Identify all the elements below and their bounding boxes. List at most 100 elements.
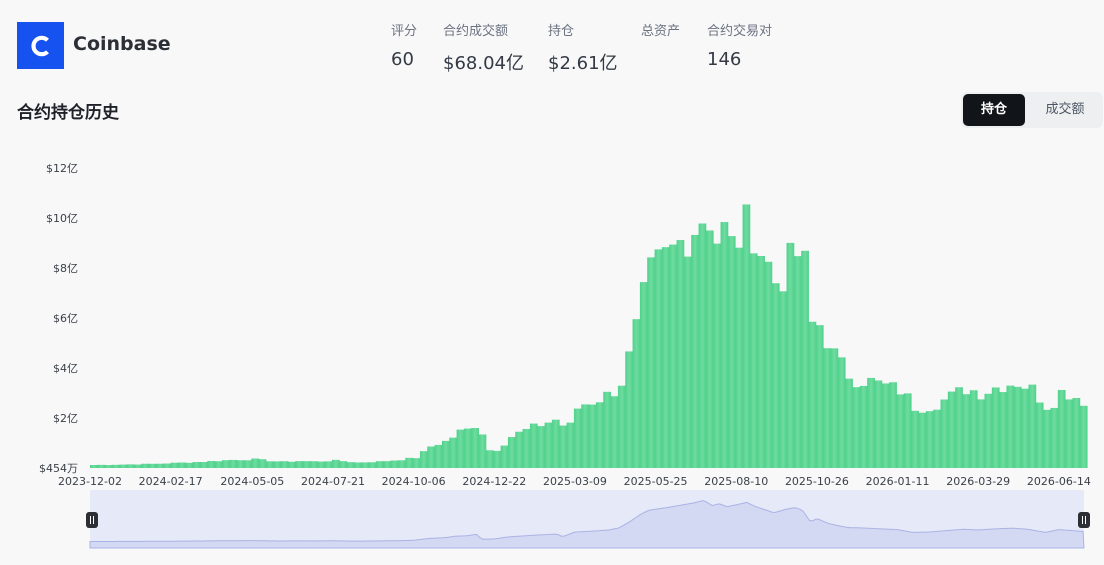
data-bar	[214, 461, 223, 468]
data-bar	[647, 257, 655, 468]
data-bar	[207, 460, 216, 468]
bars-layer	[90, 204, 1088, 468]
data-bar	[104, 465, 113, 468]
x-tick-label: 2024-05-05	[220, 475, 284, 488]
data-bar	[823, 348, 831, 468]
data-bar	[419, 451, 428, 468]
data-bar	[456, 429, 465, 468]
navigator-left-handle[interactable]	[86, 512, 98, 528]
stat-label: 合约交易对	[707, 24, 773, 39]
stat-value: $2.61亿	[548, 53, 618, 74]
data-bar	[493, 450, 501, 468]
data-bar	[654, 249, 663, 468]
data-bar	[199, 462, 208, 468]
data-bar	[808, 321, 817, 468]
data-bar	[273, 461, 282, 468]
data-bar	[713, 243, 721, 468]
data-bar	[405, 457, 414, 468]
data-bar	[449, 437, 457, 468]
stat-open-interest: 持仓 $2.61亿	[548, 20, 618, 75]
data-bar	[889, 382, 897, 468]
data-bar	[830, 348, 839, 468]
data-bar	[331, 459, 340, 468]
data-bar	[251, 458, 260, 468]
data-bar	[515, 431, 523, 468]
data-bar	[1006, 385, 1015, 468]
data-bar	[742, 204, 751, 468]
data-bar	[837, 357, 846, 468]
x-tick-label: 2026-03-29	[946, 475, 1010, 488]
data-bar	[603, 391, 611, 468]
data-bar	[361, 462, 370, 468]
data-bar	[588, 404, 597, 468]
x-axis: 2023-12-02 2024-02-17 2024-05-05 2024-07-21…	[58, 475, 1091, 488]
data-bar	[295, 461, 304, 468]
data-bar	[779, 291, 787, 468]
x-tick-label: 2026-06-14	[1027, 475, 1091, 488]
data-bar	[441, 440, 450, 468]
data-bar	[265, 461, 274, 468]
data-bar	[163, 463, 172, 468]
data-bar	[764, 261, 773, 468]
data-bar	[991, 387, 1000, 468]
data-bar	[933, 409, 941, 468]
data-bar	[309, 461, 318, 468]
data-bar	[390, 460, 399, 468]
data-bar	[471, 428, 479, 468]
y-tick-label: $10亿	[46, 212, 78, 225]
stat-label: 持仓	[548, 24, 575, 39]
data-bar	[148, 463, 157, 468]
navigator-right-handle[interactable]	[1078, 512, 1090, 528]
x-tick-label: 2024-10-06	[382, 475, 446, 488]
data-bar	[947, 391, 956, 468]
x-tick-label: 2025-10-26	[785, 475, 849, 488]
data-bar	[1043, 409, 1051, 468]
data-bar	[258, 459, 267, 468]
data-bar	[676, 240, 685, 468]
data-bar	[698, 223, 707, 468]
y-tick-label: $6亿	[53, 312, 78, 325]
x-tick-label: 2023-12-02	[58, 475, 122, 488]
data-bar	[691, 234, 699, 468]
navigator-area	[89, 500, 1085, 549]
data-bar	[280, 461, 289, 468]
data-bar	[463, 428, 472, 468]
data-bar	[500, 445, 509, 468]
data-bar	[617, 385, 626, 468]
data-bar	[485, 450, 494, 468]
y-axis: $454万 $2亿 $4亿 $6亿 $8亿 $10亿 $12亿	[39, 162, 78, 475]
x-tick-label: 2025-05-25	[624, 475, 688, 488]
data-bar	[735, 247, 743, 468]
data-bar	[155, 463, 164, 468]
data-bar	[1028, 384, 1037, 468]
stat-value: 60	[391, 49, 414, 70]
data-bar	[786, 242, 795, 468]
data-bar	[368, 462, 377, 468]
data-bar	[551, 419, 560, 468]
range-navigator[interactable]	[86, 490, 1090, 549]
volume-tab[interactable]: 成交额	[1045, 102, 1085, 117]
data-bar	[1035, 402, 1044, 468]
stat-label: 合约成交额	[443, 24, 509, 39]
y-tick-label: $8亿	[53, 262, 78, 275]
data-bar	[669, 244, 677, 468]
data-bar	[1057, 389, 1066, 468]
open-interest-tab[interactable]: 持仓	[963, 94, 1025, 126]
data-bar	[566, 422, 575, 468]
data-bar	[229, 459, 238, 468]
data-bar	[801, 250, 809, 468]
data-bar	[397, 460, 406, 468]
data-bar	[610, 396, 619, 468]
x-tick-label: 2024-12-22	[462, 475, 526, 488]
data-bar	[126, 464, 135, 468]
data-bar	[683, 256, 692, 468]
data-bar	[867, 377, 875, 468]
data-bar	[243, 460, 252, 468]
data-bar	[749, 253, 758, 468]
handle-body	[86, 512, 98, 528]
x-tick-label: 2024-02-17	[139, 475, 203, 488]
data-bar	[1065, 399, 1073, 468]
data-bar	[925, 411, 934, 468]
x-tick-label: 2025-08-10	[704, 475, 768, 488]
data-bar	[119, 464, 128, 468]
